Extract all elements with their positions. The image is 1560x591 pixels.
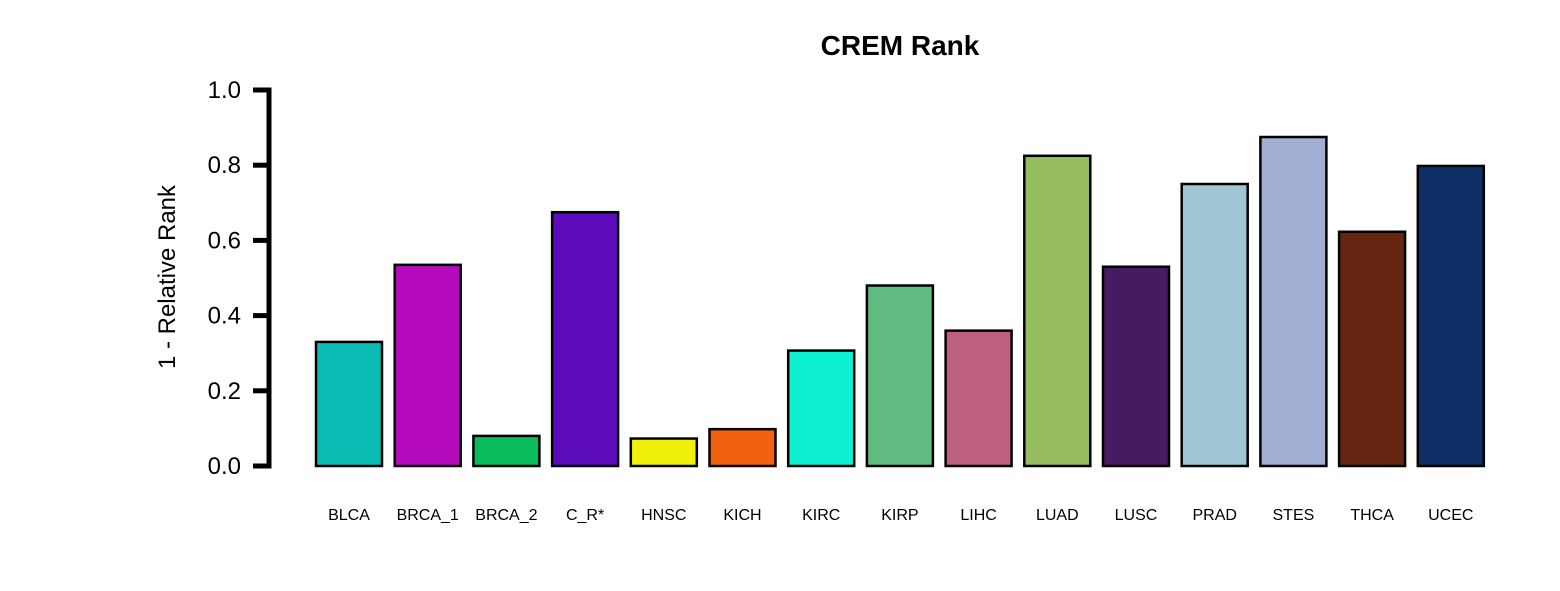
x-tick-label: BRCA_2 (475, 507, 537, 524)
x-tick-label: THCA (1350, 507, 1394, 524)
y-tick-label: 0.4 (208, 303, 241, 330)
bar-c-r (550, 210, 620, 468)
y-tick-label: 0.8 (208, 152, 241, 179)
bar-stes (1259, 135, 1328, 468)
bar-brca-1 (393, 263, 462, 468)
x-tick-label: UCEC (1428, 507, 1473, 524)
bar-brca-2 (472, 434, 541, 468)
bar-lusc (1101, 265, 1171, 468)
bar-hnsc (629, 437, 699, 468)
bar-thca (1337, 230, 1407, 468)
chart-title: CREM Rank (821, 30, 980, 61)
y-tick-label: 1.0 (208, 77, 241, 104)
x-tick-label: C_R* (566, 507, 604, 524)
x-tick-label: KIRC (802, 507, 840, 524)
y-tick-label: 0.0 (208, 453, 241, 480)
bar-kirp (865, 284, 935, 468)
x-tick-label: LIHC (960, 507, 996, 524)
bar-prad (1180, 182, 1249, 468)
bars-group (314, 135, 1486, 468)
x-tick-label: STES (1273, 507, 1315, 524)
bar-blca (314, 340, 384, 468)
y-tick-label: 0.2 (208, 378, 241, 405)
x-tick-label: BLCA (328, 507, 370, 524)
x-tick-label: LUAD (1036, 507, 1079, 524)
bar-lihc (944, 329, 1013, 468)
bar-kirc (786, 349, 856, 468)
y-tick-label: 0.6 (208, 227, 241, 254)
x-tick-label: BRCA_1 (397, 507, 459, 524)
x-tick-label: KIRP (881, 507, 918, 524)
x-tick-label: HNSC (641, 507, 686, 524)
x-tick-label: KICH (723, 507, 761, 524)
x-tick-label: PRAD (1192, 507, 1236, 524)
x-tick-label: LUSC (1115, 507, 1158, 524)
bar-kich (708, 427, 777, 468)
bar-luad (1023, 154, 1092, 468)
y-axis-label: 1 - Relative Rank (154, 184, 181, 369)
y-axis: 0.0 0.2 0.4 0.6 0.8 1.0 (208, 77, 272, 480)
bar-ucec (1416, 164, 1486, 468)
x-tick-labels: BLCA BRCA_1 BRCA_2 C_R* HNSC KICH KIRC KIRP LIHC… (328, 507, 1473, 524)
